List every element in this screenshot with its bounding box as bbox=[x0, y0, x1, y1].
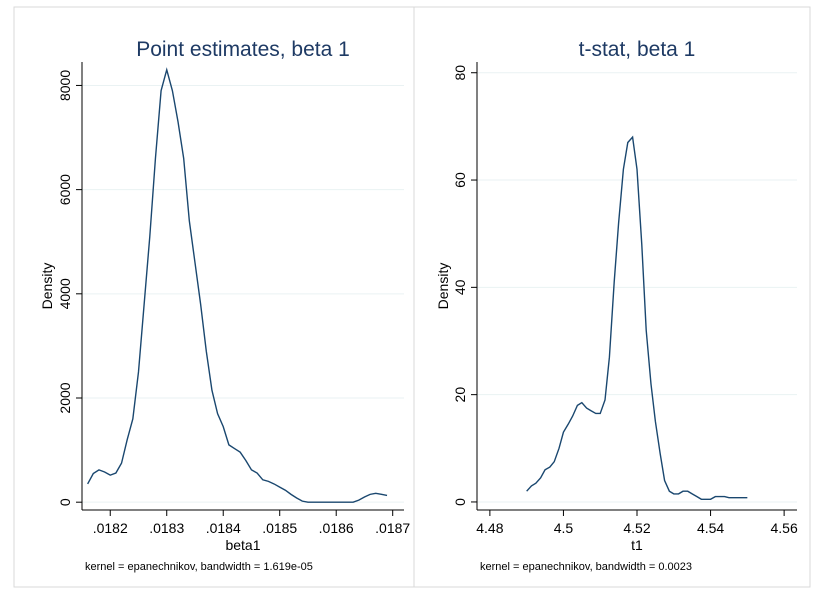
x-tick-label: .0184 bbox=[206, 520, 241, 536]
y-tick-label: 0 bbox=[57, 498, 73, 506]
kernel-note: kernel = epanechnikov, bandwidth = 1.619… bbox=[85, 561, 313, 573]
x-tick-label: 4.54 bbox=[697, 520, 724, 536]
y-tick-label: 2000 bbox=[57, 382, 73, 413]
y-tick-label: 20 bbox=[452, 387, 468, 403]
kernel-note: kernel = epanechnikov, bandwidth = 0.002… bbox=[480, 561, 692, 573]
x-axis-label: beta1 bbox=[225, 537, 260, 553]
y-tick-label: 40 bbox=[452, 279, 468, 295]
x-tick-label: .0182 bbox=[93, 520, 128, 536]
y-tick-label: 8000 bbox=[57, 70, 73, 101]
plot-region bbox=[82, 62, 404, 510]
density-line bbox=[87, 67, 388, 503]
x-tick-label: .0187 bbox=[375, 520, 410, 536]
density-line bbox=[526, 135, 748, 500]
x-tick-label: .0183 bbox=[149, 520, 184, 536]
x-tick-label: .0186 bbox=[319, 520, 354, 536]
y-tick-label: 0 bbox=[452, 498, 468, 506]
y-tick-label: 4000 bbox=[57, 278, 73, 309]
x-ticks: .0182 .0183 .0184 .0185 .0186 .0187 bbox=[93, 510, 410, 536]
y-ticks: 0 2000 4000 6000 8000 bbox=[57, 70, 82, 506]
x-tick-label: 4.56 bbox=[771, 520, 798, 536]
x-axis-label: t1 bbox=[631, 537, 643, 553]
y-ticks: 0 20 40 60 80 bbox=[452, 65, 477, 506]
y-tick-label: 60 bbox=[452, 172, 468, 188]
x-tick-label: 4.5 bbox=[554, 520, 574, 536]
y-tick-label: 6000 bbox=[57, 174, 73, 205]
y-axis-label: Density bbox=[39, 263, 55, 310]
chart-title: t-stat, beta 1 bbox=[579, 38, 696, 61]
x-tick-label: .0185 bbox=[262, 520, 297, 536]
y-tick-label: 80 bbox=[452, 65, 468, 81]
chart-title: Point estimates, beta 1 bbox=[136, 38, 350, 61]
chart-panel-t-stat: 0 20 40 60 80 4.48 4.5 4.52 4.54 4.56 t-stat, be… bbox=[413, 6, 811, 588]
x-ticks: 4.48 4.5 4.52 4.54 4.56 bbox=[476, 510, 798, 536]
plot-region bbox=[477, 62, 797, 510]
x-tick-label: 4.52 bbox=[623, 520, 650, 536]
x-tick-label: 4.48 bbox=[476, 520, 503, 536]
y-axis-label: Density bbox=[435, 263, 451, 310]
